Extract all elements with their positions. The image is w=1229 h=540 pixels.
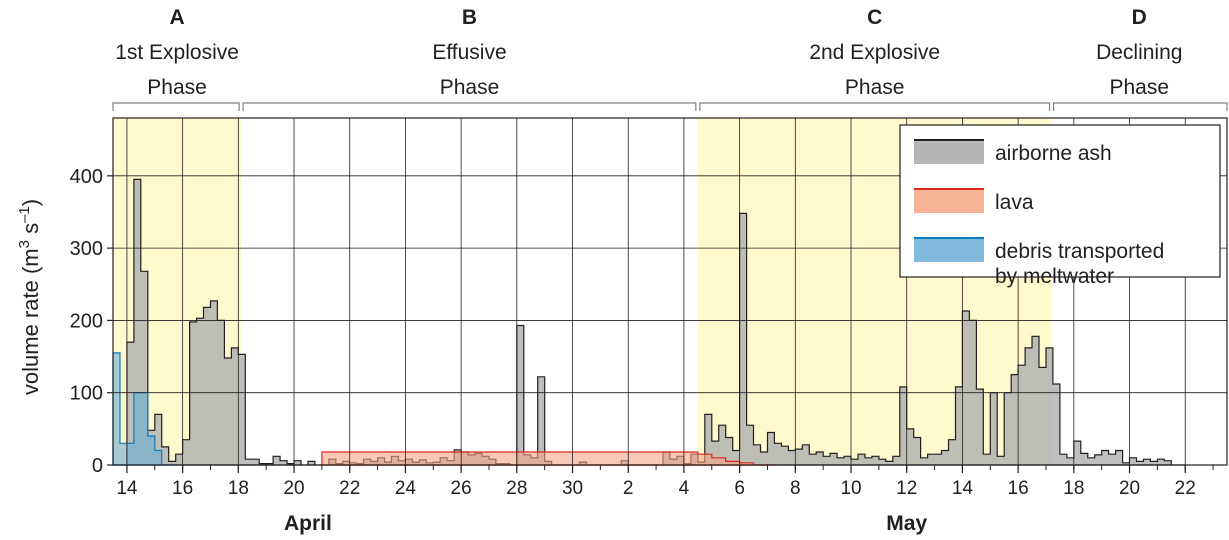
legend-label-line2: by meltwater: [995, 265, 1114, 288]
legend-swatch: [914, 238, 984, 262]
phase-word: Phase: [147, 76, 207, 99]
phase-word: Phase: [1109, 76, 1169, 99]
phase-name: 1st Explosive: [115, 41, 239, 64]
phase-name: Effusive: [432, 41, 506, 64]
x-tick-label: 22: [1175, 478, 1196, 499]
x-tick-label: 18: [228, 478, 249, 499]
y-axis-label-sup1: 3: [16, 240, 33, 248]
phase-name: Declining: [1096, 41, 1182, 64]
y-axis-label-end: ): [18, 199, 43, 206]
phase-letter: C: [867, 6, 882, 29]
x-tick-label: 8: [790, 478, 801, 499]
x-tick-label: 14: [952, 478, 974, 499]
x-tick-label: 2: [623, 478, 634, 499]
phase-letter: D: [1132, 6, 1147, 29]
x-tick-label: 28: [506, 478, 527, 499]
x-tick-label: 6: [734, 478, 745, 499]
y-axis-label-main: volume rate (m: [18, 248, 43, 395]
legend-swatch: [914, 140, 984, 164]
phase-letter: A: [169, 6, 184, 29]
x-tick-label: 22: [339, 478, 360, 499]
month-label: May: [886, 512, 927, 535]
phase-header-layer: A 1st Explosive Phase B Effusive Phase C 2nd Ex…: [112, 6, 1228, 111]
x-tick-label: 24: [395, 478, 417, 499]
y-tick-label: 0: [92, 455, 103, 477]
phase-letter: B: [462, 6, 477, 29]
legend-label: debris transported: [995, 240, 1164, 263]
phase-word: Phase: [845, 76, 905, 99]
x-tick-label: 18: [1063, 478, 1084, 499]
x-tick-label: 16: [172, 478, 193, 499]
y-tick-label: 200: [70, 310, 103, 332]
x-tick-label: 4: [679, 478, 690, 499]
y-axis-label-mid: s: [18, 223, 43, 240]
y-tick-label: 300: [70, 238, 103, 260]
legend-swatch: [914, 189, 984, 213]
phase-bracket: [242, 102, 697, 111]
plot-frame: [112, 117, 1228, 466]
x-tick-label: 10: [840, 478, 861, 499]
x-tick-label: 16: [1008, 478, 1029, 499]
x-tick-label: 14: [116, 478, 138, 499]
phase-bracket: [699, 102, 1051, 111]
y-axis-label: volume rate (m3 s–1): [16, 199, 43, 395]
y-axis-label-sup2: –1: [16, 206, 33, 223]
legend-label: lava: [995, 191, 1034, 214]
legend-label: airborne ash: [995, 142, 1112, 165]
x-tick-label: 20: [1119, 478, 1140, 499]
phase-word: Phase: [440, 76, 500, 99]
phase-bracket: [1052, 102, 1228, 111]
x-tick-label: 26: [451, 478, 472, 499]
y-tick-label: 100: [70, 383, 103, 405]
month-label: April: [284, 512, 332, 535]
series-lava: [321, 451, 775, 466]
x-tick-label: 30: [562, 478, 583, 499]
phase-bracket: [112, 102, 240, 111]
phase-name: 2nd Explosive: [809, 41, 940, 64]
y-tick-label: 400: [70, 166, 103, 188]
x-tick-label: 20: [283, 478, 304, 499]
x-tick-label: 12: [896, 478, 917, 499]
